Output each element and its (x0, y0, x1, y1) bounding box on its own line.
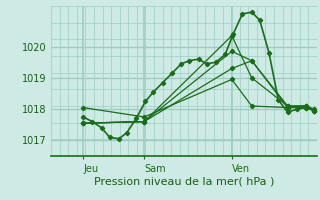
X-axis label: Pression niveau de la mer( hPa ): Pression niveau de la mer( hPa ) (94, 176, 274, 186)
